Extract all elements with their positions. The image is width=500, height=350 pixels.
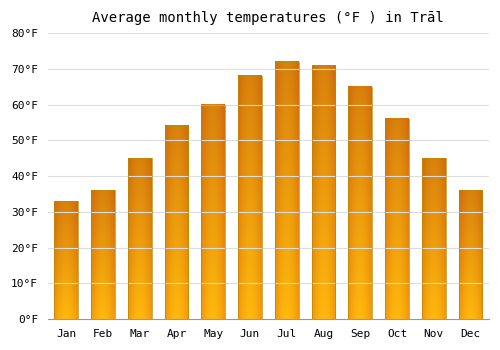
Bar [238, 76, 262, 319]
Bar [202, 105, 225, 319]
Bar [91, 190, 115, 319]
Bar [128, 158, 152, 319]
Title: Average monthly temperatures (°F ) in Trāl: Average monthly temperatures (°F ) in Tr… [92, 11, 444, 25]
Bar [275, 62, 298, 319]
Bar [458, 190, 482, 319]
Bar [312, 65, 336, 319]
Bar [385, 119, 409, 319]
Bar [348, 87, 372, 319]
Bar [54, 201, 78, 319]
Bar [164, 126, 188, 319]
Bar [422, 158, 446, 319]
